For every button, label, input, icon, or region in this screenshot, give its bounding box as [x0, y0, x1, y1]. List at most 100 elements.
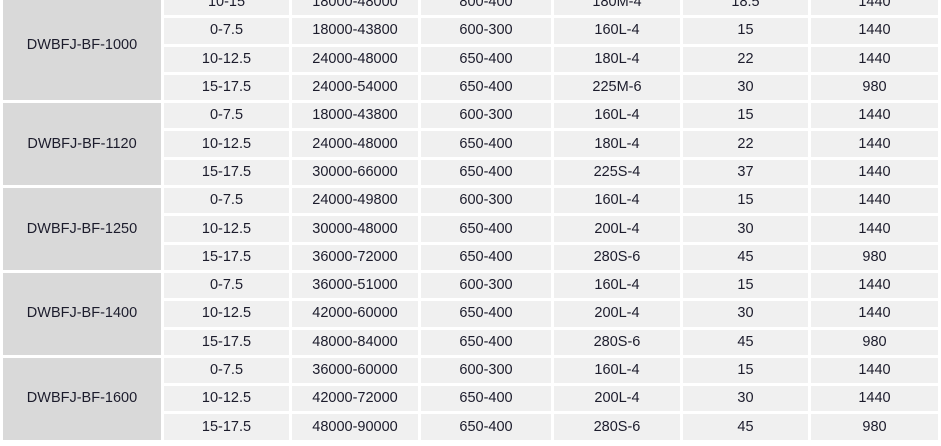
speed-cell: 650-400 [421, 244, 551, 270]
pressure-cell: 0-7.5 [164, 188, 289, 214]
pressure-cell: 15-17.5 [164, 74, 289, 101]
airflow-cell: 30000-66000 [292, 159, 418, 186]
table-row: 15-17.5 48000-84000 650-400 280S-6 45 980 [3, 329, 938, 355]
motor-model-cell: 280S-6 [554, 329, 680, 355]
table-row: DWBFJ-BF-1120 0-7.5 18000-43800 600-300 160L… [3, 103, 938, 186]
rpm-cell: 1440 [811, 301, 938, 327]
speed-cell: 600-300 [421, 103, 551, 129]
pressure-cell: 0-7.5 [164, 272, 289, 299]
rpm-cell: 1440 [811, 386, 938, 412]
speed-cell: 650-400 [421, 46, 551, 72]
airflow-cell: 48000-84000 [292, 329, 418, 355]
speed-cell: 650-400 [421, 74, 551, 101]
motor-model-cell: 200L-4 [554, 386, 680, 412]
rpm-cell: 980 [811, 74, 938, 101]
pressure-cell: 15-17.5 [164, 414, 289, 440]
table-row: DWBFJ-BF-1400 0-7.5 36000-51000 600-300 160L… [3, 272, 938, 355]
table-row: DWBFJ-BF-1250 0-7.5 24000-49800 600-300 160L… [3, 188, 938, 270]
airflow-cell: 48000-90000 [292, 414, 418, 440]
motor-model-cell: 280S-6 [554, 244, 680, 270]
speed-cell: 650-400 [421, 216, 551, 242]
motor-model-cell: 200L-4 [554, 216, 680, 242]
pressure-cell: 15-17.5 [164, 159, 289, 186]
power-cell: 22 [683, 46, 808, 72]
airflow-cell: 18000-43800 [292, 103, 418, 129]
pressure-cell: 0-7.5 [164, 18, 289, 44]
speed-cell: 650-400 [421, 159, 551, 186]
motor-model-cell: 200L-4 [554, 301, 680, 327]
speed-cell: 650-400 [421, 301, 551, 327]
pressure-cell: 15-17.5 [164, 244, 289, 270]
airflow-cell: 36000-72000 [292, 244, 418, 270]
pressure-cell: 10-12.5 [164, 301, 289, 327]
speed-cell: 600-300 [421, 188, 551, 214]
rpm-cell: 980 [811, 329, 938, 355]
power-cell: 37 [683, 159, 808, 186]
rpm-cell: 980 [811, 414, 938, 440]
rpm-cell: 1440 [811, 357, 938, 384]
speed-cell: 650-400 [421, 386, 551, 412]
power-cell: 30 [683, 301, 808, 327]
table-row: 10-12.5 24000-48000 650-400 180L-4 22 1440 [3, 46, 938, 72]
rpm-cell: 1440 [811, 46, 938, 72]
airflow-cell: 30000-48000 [292, 216, 418, 242]
table-row: 10-12.5 30000-48000 650-400 200L-4 30 1440 [3, 216, 938, 242]
table-row: 15-17.5 36000-72000 650-400 280S-6 45 980 [3, 244, 938, 270]
motor-model-cell: 160L-4 [554, 357, 680, 384]
speed-cell: 650-400 [421, 329, 551, 355]
model-cell: DWBFJ-BF-1120 [3, 103, 161, 186]
motor-model-cell: 280S-6 [554, 414, 680, 440]
table-row: 10-12.5 42000-72000 650-400 200L-4 30 1440 [3, 386, 938, 412]
rpm-cell: 1440 [811, 18, 938, 44]
pressure-cell: 10-12.5 [164, 46, 289, 72]
rpm-cell: 1440 [811, 0, 938, 16]
airflow-cell: 18000-43800 [292, 18, 418, 44]
power-cell: 15 [683, 188, 808, 214]
power-cell: 15 [683, 103, 808, 129]
power-cell: 30 [683, 386, 808, 412]
power-cell: 30 [683, 74, 808, 101]
table-row: 10-12.5 42000-60000 650-400 200L-4 30 1440 [3, 301, 938, 327]
model-cell: DWBFJ-BF-1400 [3, 272, 161, 355]
model-cell: DWBFJ-BF-1000 [3, 0, 161, 101]
airflow-cell: 42000-60000 [292, 301, 418, 327]
pressure-cell: 10-12.5 [164, 131, 289, 157]
rpm-cell: 1440 [811, 272, 938, 299]
pressure-cell: 10-12.5 [164, 386, 289, 412]
rpm-cell: 1440 [811, 159, 938, 186]
table-row: DWBFJ-BF-1600 0-7.5 36000-60000 600-300 160L… [3, 357, 938, 440]
pressure-cell: 15-17.5 [164, 329, 289, 355]
power-cell: 45 [683, 244, 808, 270]
power-cell: 45 [683, 329, 808, 355]
motor-model-cell: 180L-4 [554, 46, 680, 72]
motor-model-cell: 160L-4 [554, 272, 680, 299]
model-cell: DWBFJ-BF-1250 [3, 188, 161, 270]
rpm-cell: 1440 [811, 216, 938, 242]
airflow-cell: 36000-51000 [292, 272, 418, 299]
airflow-cell: 24000-54000 [292, 74, 418, 101]
model-cell: DWBFJ-BF-1600 [3, 357, 161, 440]
airflow-cell: 18000-48000 [292, 0, 418, 16]
power-cell: 15 [683, 18, 808, 44]
speed-cell: 600-300 [421, 272, 551, 299]
rpm-cell: 1440 [811, 131, 938, 157]
speed-cell: 600-300 [421, 357, 551, 384]
speed-cell: 650-400 [421, 131, 551, 157]
motor-model-cell: 225M-6 [554, 74, 680, 101]
table-row: 15-17.5 24000-54000 650-400 225M-6 30 980 [3, 74, 938, 101]
table-row: 15-17.5 48000-90000 650-400 280S-6 45 980 [3, 414, 938, 440]
pressure-cell: 10-12.5 [164, 216, 289, 242]
table-row: 10-12.5 24000-48000 650-400 180L-4 22 1440 [3, 131, 938, 157]
power-cell: 15 [683, 357, 808, 384]
motor-model-cell: 160L-4 [554, 103, 680, 129]
airflow-cell: 24000-49800 [292, 188, 418, 214]
airflow-cell: 24000-48000 [292, 46, 418, 72]
pressure-cell: 0-7.5 [164, 357, 289, 384]
power-cell: 45 [683, 414, 808, 440]
power-cell: 30 [683, 216, 808, 242]
airflow-cell: 24000-48000 [292, 131, 418, 157]
pressure-cell: 10-15 [164, 0, 289, 16]
airflow-cell: 36000-60000 [292, 357, 418, 384]
speed-cell: 650-400 [421, 414, 551, 440]
